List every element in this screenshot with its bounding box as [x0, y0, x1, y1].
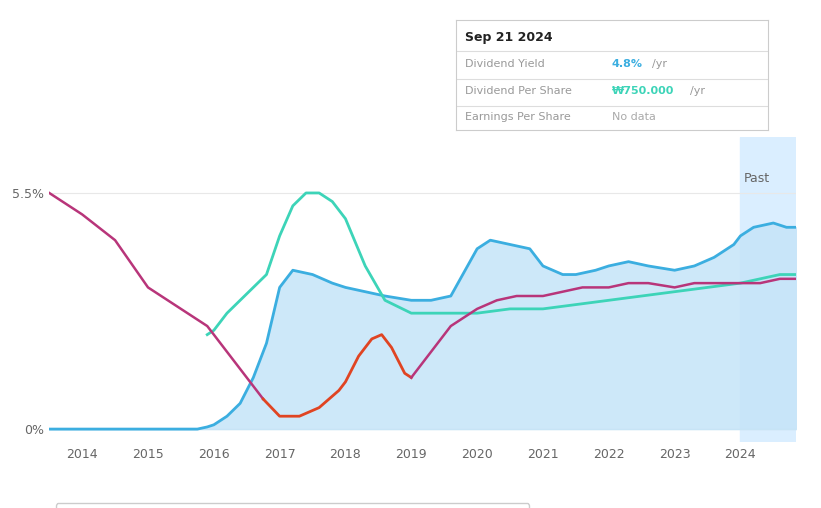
Text: /yr: /yr	[690, 86, 704, 96]
Text: Dividend Yield: Dividend Yield	[465, 58, 545, 69]
Text: Past: Past	[744, 172, 770, 185]
Text: No data: No data	[612, 112, 655, 122]
Text: Earnings Per Share: Earnings Per Share	[465, 112, 571, 122]
Text: /yr: /yr	[652, 58, 667, 69]
Bar	[741, 137, 796, 442]
Legend: Dividend Yield, Dividend Per Share, Earnings Per Share: Dividend Yield, Dividend Per Share, Earn…	[56, 503, 530, 508]
Text: Sep 21 2024: Sep 21 2024	[465, 31, 553, 44]
Text: Dividend Per Share: Dividend Per Share	[465, 86, 572, 96]
Text: ₩750.000: ₩750.000	[612, 86, 674, 96]
Text: 4.8%: 4.8%	[612, 58, 643, 69]
